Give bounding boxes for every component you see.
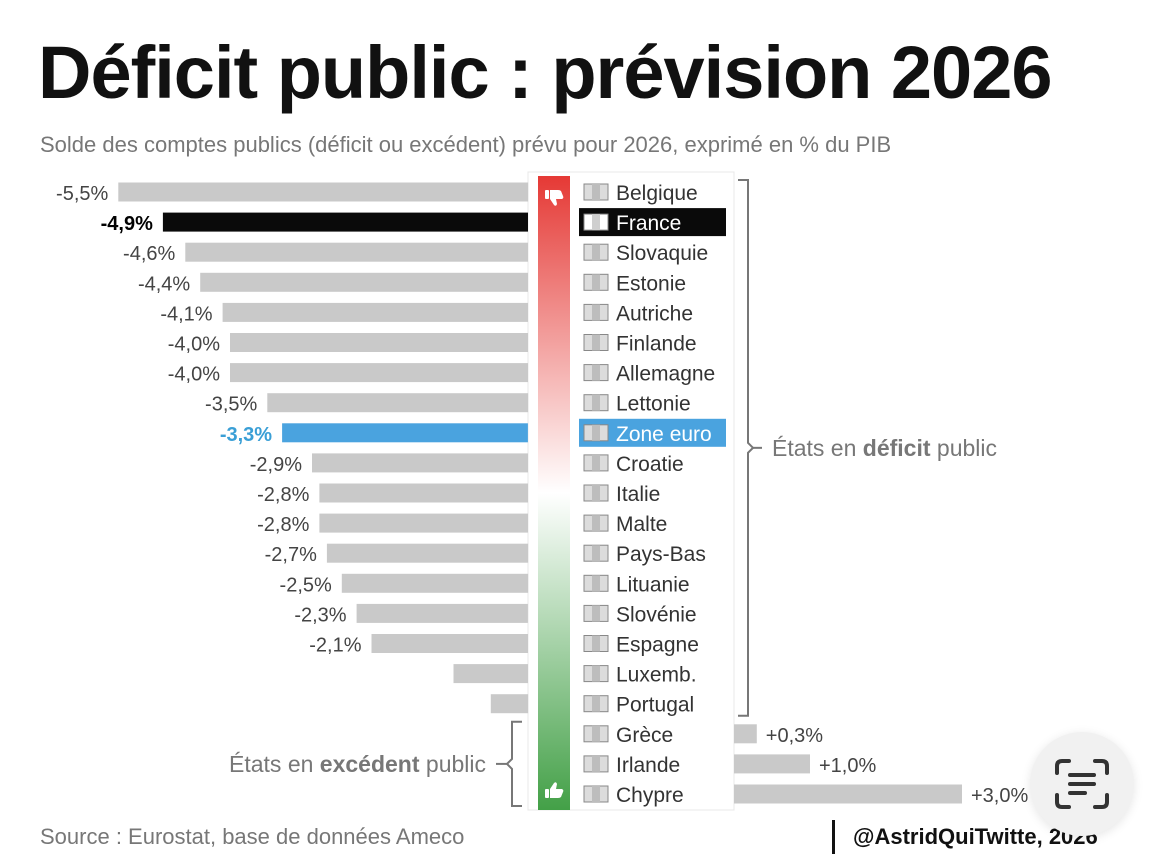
- bar-malte: [319, 513, 528, 533]
- bar-pays-bas: [326, 543, 529, 563]
- country-label-croatie: Croatie: [616, 453, 684, 476]
- bar-slovaquie: [185, 242, 529, 262]
- country-label-lettonie: Lettonie: [616, 393, 691, 416]
- sentiment-gradient-strip: [538, 176, 570, 810]
- flag-luxemb-icon: [583, 665, 609, 683]
- bar-lituanie: [341, 573, 529, 593]
- surplus-bracket: [505, 720, 522, 807]
- bar-lettonie: [267, 393, 529, 413]
- flag-croatie-icon: [583, 454, 609, 472]
- country-label-irlande: Irlande: [616, 754, 680, 777]
- bar-zone-euro: [282, 423, 528, 443]
- bar-allemagne: [230, 363, 528, 383]
- value-label-estonie: -4,4%: [138, 273, 190, 295]
- country-label-lituanie: Lituanie: [616, 573, 690, 596]
- country-label-espagne: Espagne: [616, 634, 699, 657]
- bar-finlande: [230, 333, 528, 352]
- country-label-slovaquie: Slovaquie: [616, 242, 708, 265]
- source-note: Source : Eurostat, base de données Ameco: [40, 824, 465, 849]
- country-label-slovenie: Slovénie: [616, 603, 697, 626]
- value-label-france: -4,9%: [101, 213, 153, 235]
- country-label-autriche: Autriche: [616, 302, 693, 325]
- value-label-irlande: +1,0%: [819, 755, 876, 777]
- flag-lituanie-icon: [583, 574, 609, 592]
- flag-lettonie-icon: [583, 394, 609, 412]
- value-label-malte: -2,8%: [257, 514, 309, 536]
- value-label-lituanie: -2,5%: [280, 574, 332, 596]
- flag-slovaquie-icon: [583, 243, 609, 261]
- chart-title: Déficit public : prévision 2026: [38, 31, 1053, 114]
- country-label-pays-bas: Pays-Bas: [616, 543, 706, 566]
- deficit-bracket: [738, 179, 755, 717]
- bar-france: [162, 212, 528, 232]
- bar-italie: [319, 483, 528, 503]
- value-label-pays-bas: -2,7%: [265, 544, 317, 566]
- country-label-italie: Italie: [616, 483, 660, 506]
- flag-grece-icon: [583, 725, 609, 743]
- country-label-belgique: Belgique: [616, 182, 698, 205]
- country-label-chypre: Chypre: [616, 784, 684, 807]
- value-label-belgique: -5,5%: [56, 183, 108, 205]
- flag-espagne-icon: [583, 635, 609, 652]
- flag-italie-icon: [583, 484, 609, 502]
- bar-espagne: [371, 634, 528, 653]
- country-label-portugal: Portugal: [616, 694, 694, 717]
- value-label-croatie: -2,9%: [250, 454, 302, 476]
- flag-allemagne-icon: [583, 364, 609, 382]
- bar-slovenie: [356, 603, 528, 623]
- value-label-grece: +0,3%: [766, 725, 823, 747]
- country-label-malte: Malte: [616, 513, 667, 536]
- flag-portugal-icon: [583, 695, 609, 713]
- flag-finlande-icon: [583, 334, 609, 351]
- country-label-allemagne: Allemagne: [616, 363, 715, 386]
- bar-croatie: [312, 453, 528, 473]
- bar-autriche: [222, 302, 528, 322]
- bar-chypre: [734, 784, 962, 804]
- value-label-allemagne: -4,0%: [168, 364, 220, 386]
- flag-malte-icon: [583, 514, 609, 532]
- value-label-chypre: +3,0%: [971, 785, 1028, 807]
- country-label-france: France: [616, 212, 681, 235]
- flag-pays-bas-icon: [583, 544, 609, 562]
- country-label-luxemb: Luxemb.: [616, 664, 697, 687]
- flag-zone-euro-icon: [583, 424, 609, 442]
- country-label-finlande: Finlande: [616, 333, 697, 356]
- text-scan-icon: [1055, 759, 1109, 809]
- bar-belgique: [118, 182, 529, 202]
- country-label-grece: Grèce: [616, 724, 673, 747]
- text-scan-button[interactable]: [1030, 732, 1134, 836]
- country-label-zone-euro: Zone euro: [616, 423, 712, 446]
- flag-irlande-icon: [583, 755, 609, 773]
- bar-irlande: [734, 754, 810, 774]
- value-label-autriche: -4,1%: [160, 303, 212, 325]
- bar-estonie: [200, 272, 528, 292]
- bar-luxemb: [453, 664, 528, 684]
- value-label-lettonie: -3,5%: [205, 394, 257, 416]
- country-label-estonie: Estonie: [616, 272, 686, 295]
- value-label-slovenie: -2,3%: [294, 604, 346, 626]
- flag-estonie-icon: [583, 273, 609, 291]
- bar-portugal: [490, 694, 529, 714]
- value-label-espagne: -2,1%: [309, 635, 361, 657]
- flag-france-icon: [583, 213, 609, 231]
- thumbs-down-icon: [545, 190, 564, 206]
- chart-subtitle: Solde des comptes publics (déficit ou ex…: [40, 132, 892, 157]
- deficit-group-label: États en déficit public: [772, 435, 997, 461]
- value-label-slovaquie: -4,6%: [123, 243, 175, 265]
- value-label-zone-euro: -3,3%: [220, 424, 272, 446]
- flag-slovenie-icon: [583, 604, 609, 622]
- bar-grece: [734, 724, 757, 744]
- value-label-italie: -2,8%: [257, 484, 309, 506]
- surplus-group-label: États en excédent public: [229, 751, 486, 777]
- value-label-finlande: -4,0%: [168, 334, 220, 356]
- flag-belgique-icon: [583, 183, 609, 201]
- thumbs-up-icon: [545, 782, 564, 798]
- flag-chypre-icon: [583, 785, 609, 803]
- flag-autriche-icon: [583, 303, 609, 321]
